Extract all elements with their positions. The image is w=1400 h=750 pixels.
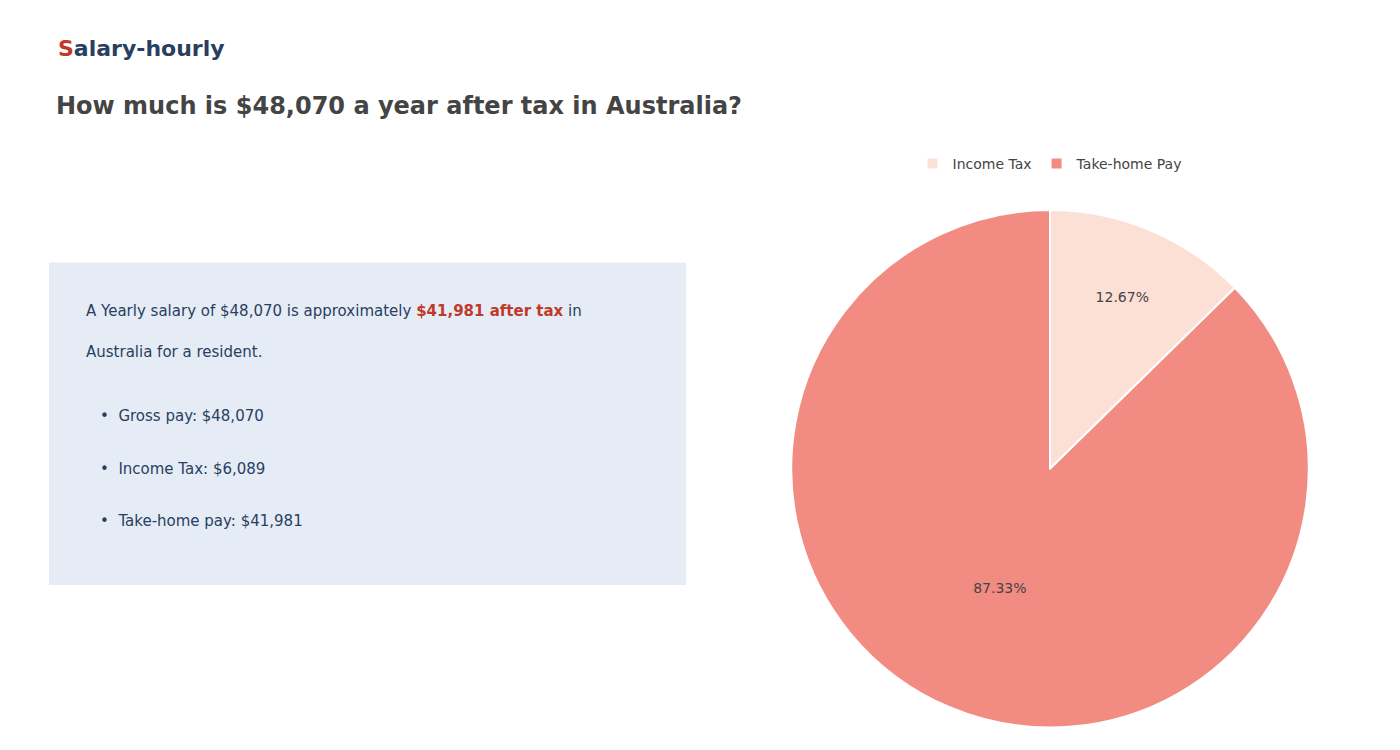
svg-text:Salary-hourly: Salary-hourly — [58, 36, 225, 61]
svg-text:Australia for a resident.: Australia for a resident. — [86, 343, 262, 361]
svg-text:A Yearly salary of $48,070 is: A Yearly salary of $48,070 is approximat… — [86, 302, 582, 320]
svg-text:Income Tax: Income Tax — [953, 156, 1032, 172]
svg-text:12.67%: 12.67% — [1096, 289, 1149, 305]
svg-text:• Take-home pay: $41,981: • Take-home pay: $41,981 — [100, 512, 303, 530]
svg-text:Take-home Pay: Take-home Pay — [1076, 156, 1182, 172]
svg-text:• Gross pay: $48,070: • Gross pay: $48,070 — [100, 407, 264, 425]
svg-text:How much is $48,070 a year aft: How much is $48,070 a year after tax in … — [56, 92, 742, 120]
svg-text:87.33%: 87.33% — [973, 580, 1026, 596]
svg-text:• Income Tax: $6,089: • Income Tax: $6,089 — [100, 460, 265, 478]
